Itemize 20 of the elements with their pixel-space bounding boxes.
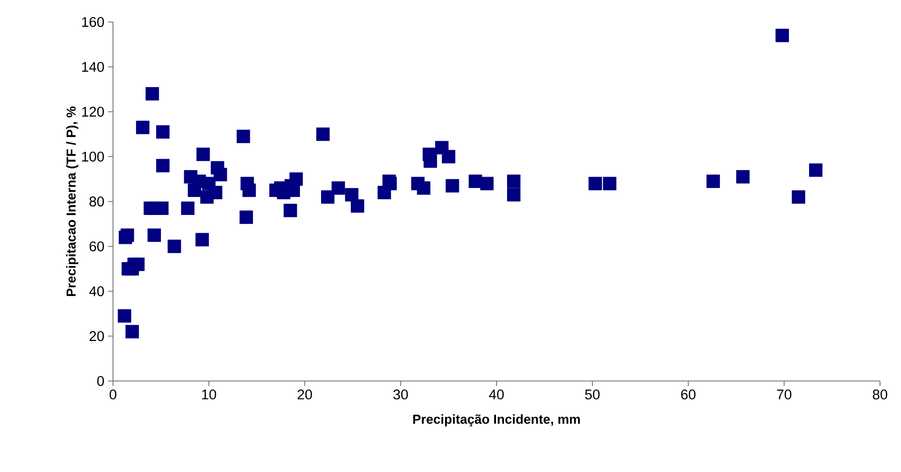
y-tick-label: 160 — [82, 17, 104, 27]
y-tick-label: 140 — [82, 62, 104, 72]
y-tick-label: 20 — [90, 331, 104, 342]
y-axis-title: Precipitacao Interna (TF / P), % — [66, 106, 78, 296]
x-tick-label: 40 — [489, 390, 504, 400]
x-tick-label: 0 — [110, 390, 116, 400]
y-tick-label: 0 — [97, 376, 104, 386]
x-tick-label: 10 — [202, 390, 216, 400]
x-tick-label: 60 — [681, 390, 696, 400]
x-tick-label: 50 — [585, 390, 600, 400]
y-tick-label: 120 — [82, 106, 104, 117]
x-tick-label: 30 — [393, 390, 408, 400]
y-tick-label: 60 — [90, 241, 104, 252]
x-tick-label: 70 — [777, 390, 792, 400]
x-tick-label: 80 — [872, 390, 888, 400]
x-axis-title: Precipitação Incidente, mm — [413, 414, 580, 426]
x-tick-label: 20 — [298, 390, 312, 400]
y-tick-label: 100 — [82, 152, 104, 162]
y-tick-label: 40 — [89, 286, 104, 296]
y-tick-label: 80 — [90, 196, 104, 206]
